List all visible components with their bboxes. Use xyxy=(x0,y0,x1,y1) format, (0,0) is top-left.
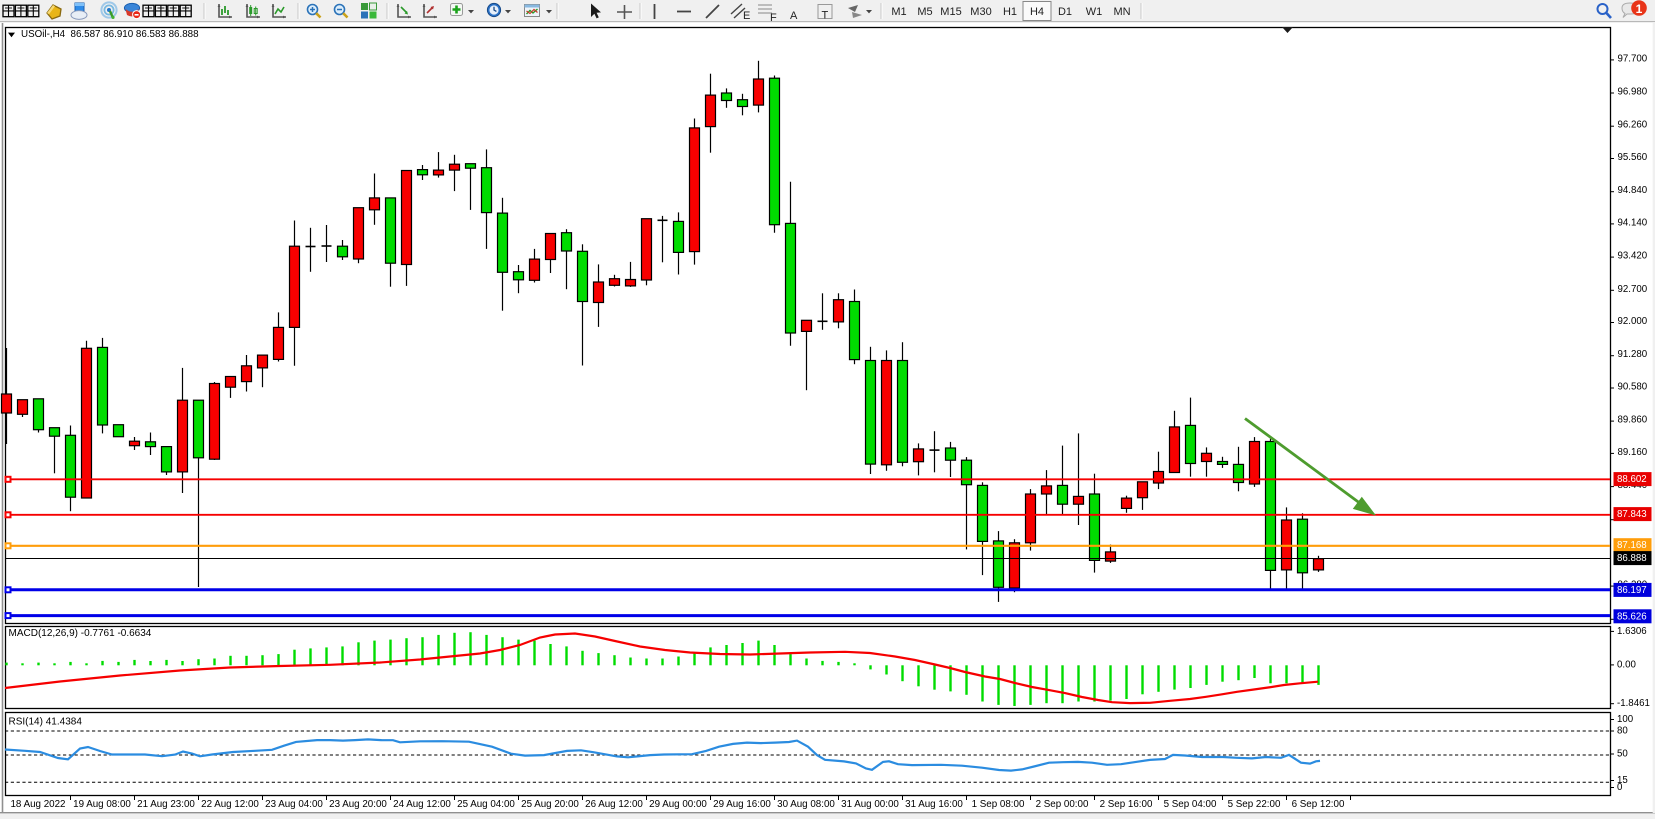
svg-text:25 Aug 04:00: 25 Aug 04:00 xyxy=(457,799,515,810)
svg-text:23 Aug 04:00: 23 Aug 04:00 xyxy=(265,799,323,810)
svg-text:80: 80 xyxy=(1617,726,1628,737)
svg-text:30 Aug 08:00: 30 Aug 08:00 xyxy=(777,799,835,810)
svg-text:0.00: 0.00 xyxy=(1617,659,1636,670)
svg-text:22 Aug 12:00: 22 Aug 12:00 xyxy=(201,799,259,810)
svg-text:92.000: 92.000 xyxy=(1618,316,1648,327)
svg-text:RSI(14) 41.4384: RSI(14) 41.4384 xyxy=(9,717,83,728)
svg-text:87.843: 87.843 xyxy=(1617,509,1647,520)
svg-text:25 Aug 20:00: 25 Aug 20:00 xyxy=(521,799,579,810)
svg-text:MN: MN xyxy=(1113,6,1130,18)
svg-text:95.560: 95.560 xyxy=(1618,152,1648,163)
svg-text:94.140: 94.140 xyxy=(1618,217,1648,228)
svg-text:H1: H1 xyxy=(1003,6,1017,18)
svg-text:T: T xyxy=(822,10,829,22)
svg-text:F: F xyxy=(770,12,777,24)
svg-text:85.626: 85.626 xyxy=(1617,611,1647,622)
svg-text:21 Aug 23:00: 21 Aug 23:00 xyxy=(137,799,195,810)
svg-text:29 Aug 16:00: 29 Aug 16:00 xyxy=(713,799,771,810)
svg-text:86.197: 86.197 xyxy=(1617,585,1647,596)
svg-text:M30: M30 xyxy=(970,6,991,18)
svg-text:USOil-,H4 86.587 86.910 86.58: USOil-,H4 86.587 86.910 86.583 86.888 xyxy=(21,29,199,40)
svg-text:M15: M15 xyxy=(940,6,961,18)
svg-text:88.602: 88.602 xyxy=(1617,474,1647,485)
svg-text:W1: W1 xyxy=(1086,6,1103,18)
svg-text:50: 50 xyxy=(1617,749,1628,760)
svg-text:6 Sep 12:00: 6 Sep 12:00 xyxy=(1292,799,1345,810)
svg-text:90.580: 90.580 xyxy=(1618,382,1648,393)
svg-text:5 Sep 22:00: 5 Sep 22:00 xyxy=(1228,799,1281,810)
svg-text:1.6306: 1.6306 xyxy=(1617,626,1647,637)
svg-text:-1.8461: -1.8461 xyxy=(1617,698,1650,709)
svg-text:31 Aug 16:00: 31 Aug 16:00 xyxy=(905,799,963,810)
svg-text:5 Sep 04:00: 5 Sep 04:00 xyxy=(1164,799,1217,810)
svg-text:18 Aug 2022: 18 Aug 2022 xyxy=(10,799,65,810)
svg-text:D1: D1 xyxy=(1058,6,1072,18)
svg-text:H4: H4 xyxy=(1030,6,1044,18)
svg-text:100: 100 xyxy=(1617,714,1634,725)
svg-text:23 Aug 20:00: 23 Aug 20:00 xyxy=(329,799,387,810)
svg-text:1: 1 xyxy=(1636,2,1643,16)
svg-text:31 Aug 00:00: 31 Aug 00:00 xyxy=(841,799,899,810)
svg-text:M1: M1 xyxy=(891,6,906,18)
svg-text:A: A xyxy=(790,10,798,22)
svg-text:86.888: 86.888 xyxy=(1617,553,1647,564)
svg-text:2 Sep 00:00: 2 Sep 00:00 xyxy=(1036,799,1089,810)
svg-text:97.700: 97.700 xyxy=(1618,53,1648,64)
svg-text:87.168: 87.168 xyxy=(1617,540,1647,551)
svg-text:91.280: 91.280 xyxy=(1618,349,1648,360)
svg-text:2 Sep 16:00: 2 Sep 16:00 xyxy=(1100,799,1153,810)
svg-text:96.260: 96.260 xyxy=(1618,120,1648,131)
svg-text:24 Aug 12:00: 24 Aug 12:00 xyxy=(393,799,451,810)
svg-text:89.860: 89.860 xyxy=(1618,415,1648,426)
svg-text:0: 0 xyxy=(1617,782,1623,793)
svg-text:93.420: 93.420 xyxy=(1618,251,1648,262)
svg-text:1 Sep 08:00: 1 Sep 08:00 xyxy=(972,799,1025,810)
svg-text:89.160: 89.160 xyxy=(1618,447,1648,458)
svg-text:96.980: 96.980 xyxy=(1618,87,1648,98)
svg-text:92.700: 92.700 xyxy=(1618,284,1648,295)
svg-text:E: E xyxy=(743,10,750,22)
svg-text:26 Aug 12:00: 26 Aug 12:00 xyxy=(585,799,643,810)
svg-text:94.840: 94.840 xyxy=(1618,185,1648,196)
svg-text:M5: M5 xyxy=(917,6,932,18)
svg-text:19 Aug 08:00: 19 Aug 08:00 xyxy=(73,799,131,810)
svg-text:15: 15 xyxy=(1617,775,1628,786)
svg-text:MACD(12,26,9) -0.7761 -0.6634: MACD(12,26,9) -0.7761 -0.6634 xyxy=(9,628,152,639)
svg-text:29 Aug 00:00: 29 Aug 00:00 xyxy=(649,799,707,810)
